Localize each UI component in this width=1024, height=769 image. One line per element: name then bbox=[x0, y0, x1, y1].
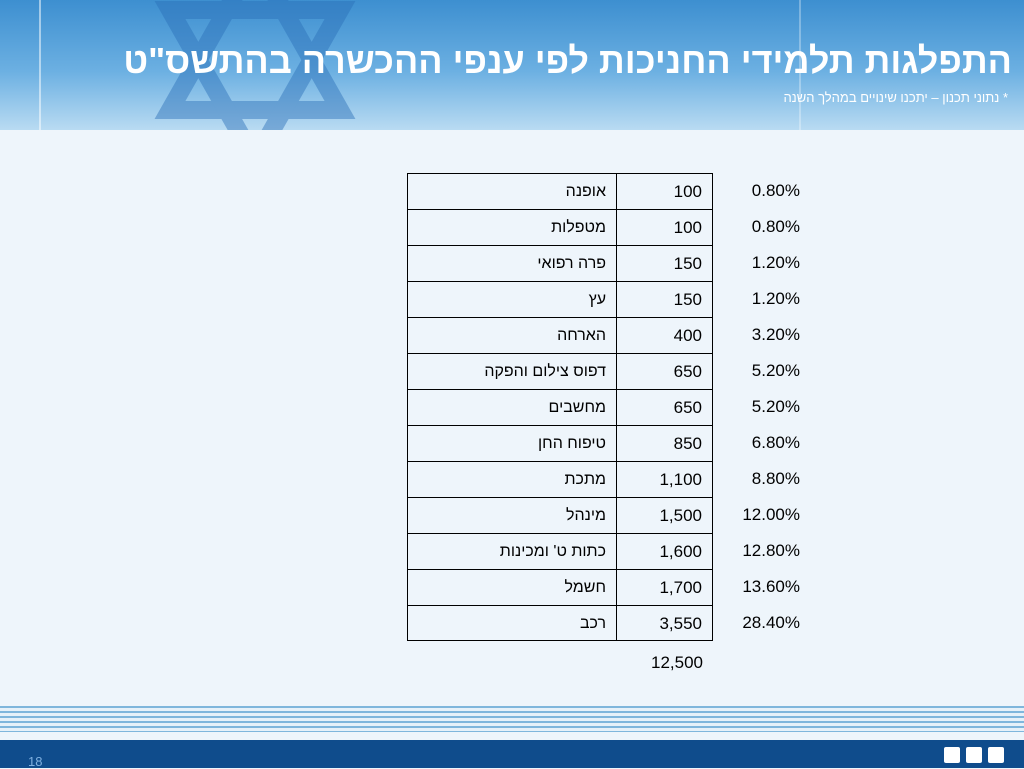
percent-cell: 12.80% bbox=[742, 541, 800, 560]
slide-subtitle: * נתוני תכנון – יתכנו שינויים במהלך השנה bbox=[783, 90, 1008, 105]
percent-cell: 0.80% bbox=[751, 181, 800, 200]
count-cell: 1,500 bbox=[616, 497, 713, 533]
count-cell: 100 bbox=[616, 173, 713, 209]
category-cell: מטפלות bbox=[407, 209, 617, 245]
percent-cell: 3.20% bbox=[751, 325, 800, 344]
count-cell: 400 bbox=[616, 317, 713, 353]
slide-title: התפלגות תלמידי החניכות לפי ענפי ההכשרה ב… bbox=[123, 40, 1012, 81]
percent-cell: 28.40% bbox=[742, 613, 800, 632]
category-cell: מינהל bbox=[407, 497, 617, 533]
count-cell: 1,100 bbox=[616, 461, 713, 497]
category-cell: מתכת bbox=[407, 461, 617, 497]
category-cell: חשמל bbox=[407, 569, 617, 605]
page-number: 18 bbox=[28, 754, 43, 769]
category-cell: טיפוח החן bbox=[407, 425, 617, 461]
footer-square bbox=[988, 747, 1004, 763]
percent-cell: 5.20% bbox=[751, 361, 800, 380]
footer-square bbox=[966, 747, 982, 763]
category-cell: עץ bbox=[407, 281, 617, 317]
category-cell: דפוס צילום והפקה bbox=[407, 353, 617, 389]
banner-decoration bbox=[39, 0, 801, 130]
percent-cell: 6.80% bbox=[751, 433, 800, 452]
footer-stripes bbox=[0, 706, 1024, 732]
percent-cell: 5.20% bbox=[751, 397, 800, 416]
percent-cell: 8.80% bbox=[751, 469, 800, 488]
footer-bar bbox=[0, 740, 1024, 768]
count-cell: 150 bbox=[616, 245, 713, 281]
category-cell: כתות ט' ומכינות bbox=[407, 533, 617, 569]
percent-cell: 0.80% bbox=[751, 217, 800, 236]
total-cell: 12,500 bbox=[651, 653, 703, 672]
percent-cell: 1.20% bbox=[751, 289, 800, 308]
header-banner: התפלגות תלמידי החניכות לפי ענפי ההכשרה ב… bbox=[0, 0, 1024, 130]
count-cell: 100 bbox=[616, 209, 713, 245]
count-cell: 150 bbox=[616, 281, 713, 317]
category-cell: אופנה bbox=[407, 173, 617, 209]
footer-square bbox=[944, 747, 960, 763]
percent-cell: 13.60% bbox=[742, 577, 800, 596]
category-cell: רכב bbox=[407, 605, 617, 641]
category-cell: הארחה bbox=[407, 317, 617, 353]
category-cell: מחשבים bbox=[407, 389, 617, 425]
data-table: אופנה 100 0.80% מטפלות 100 0.80% פרה רפואי 150 1… bbox=[407, 173, 800, 672]
percent-cell: 1.20% bbox=[751, 253, 800, 272]
count-cell: 650 bbox=[616, 353, 713, 389]
count-cell: 1,700 bbox=[616, 569, 713, 605]
count-cell: 1,600 bbox=[616, 533, 713, 569]
count-cell: 3,550 bbox=[616, 605, 713, 641]
category-cell: פרה רפואי bbox=[407, 245, 617, 281]
percent-cell: 12.00% bbox=[742, 505, 800, 524]
count-cell: 650 bbox=[616, 389, 713, 425]
count-cell: 850 bbox=[616, 425, 713, 461]
